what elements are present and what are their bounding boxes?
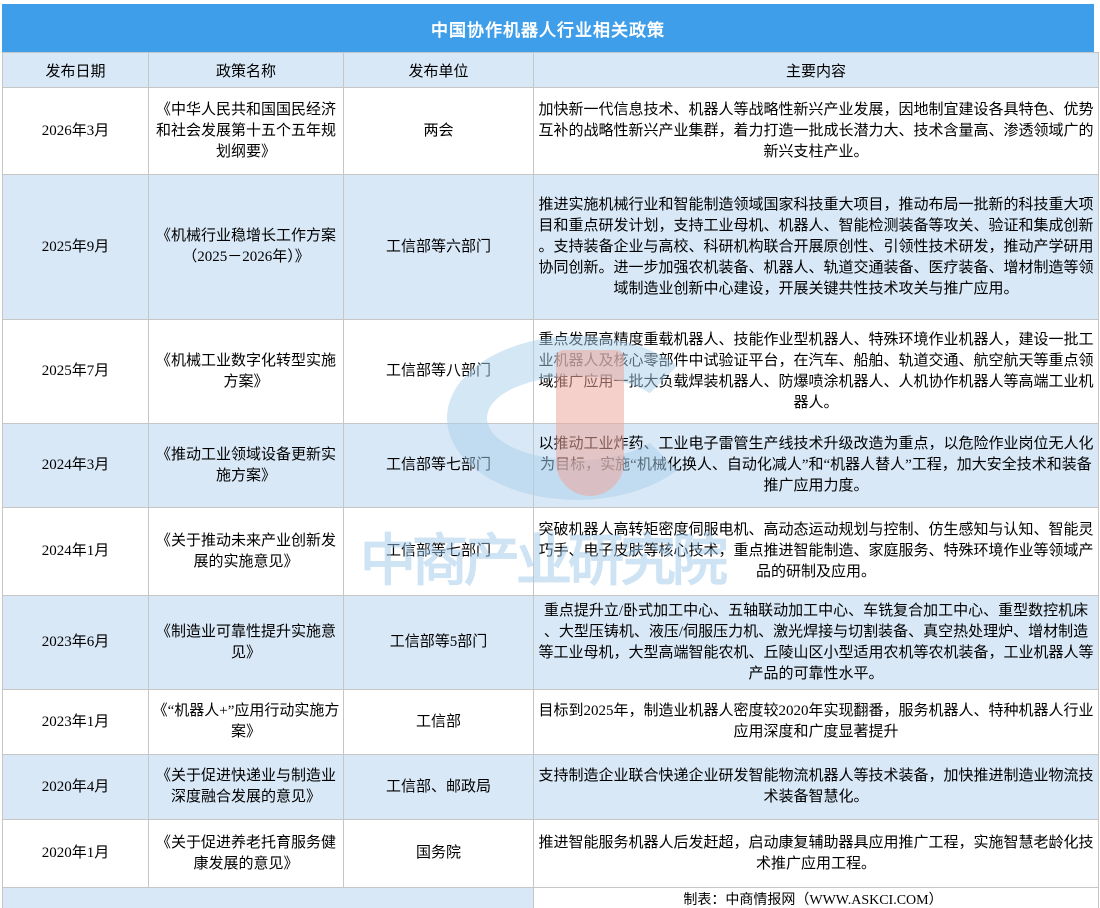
table-row: 2025年9月 《机械行业稳增长工作方案（2025－2026年）》 工信部等六部… — [2, 174, 1099, 320]
column-header-name: 政策名称 — [148, 52, 344, 88]
policy-date-cell: 2024年1月 — [2, 507, 149, 596]
table-row: 2023年1月 《“机器人+”应用行动实施方案》 工信部 目标到2025年，制造… — [2, 689, 1099, 755]
column-header-content: 主要内容 — [533, 52, 1099, 88]
issuing-unit-cell: 工信部等六部门 — [343, 174, 534, 320]
policy-name-cell: 《关于促进养老托育服务健康发展的意见》 — [148, 819, 344, 888]
policy-content-cell: 支持制造企业联合快递企业研发智能物流机器人等技术装备，加快推进制造业物流技术装备… — [533, 754, 1099, 820]
policy-name-cell: 《机械工业数字化转型实施方案》 — [148, 319, 344, 424]
issuing-unit-cell: 工信部 — [343, 689, 534, 755]
issuing-unit-cell: 两会 — [343, 87, 534, 175]
table-row: 2024年1月 《关于推动未来产业创新发展的实施意见》 工信部等七部门 突破机器… — [2, 507, 1099, 596]
table-row: 2020年4月 《关于促进快递业与制造业深度融合发展的意见》 工信部、邮政局 支… — [2, 754, 1099, 820]
policy-date-cell: 2025年7月 — [2, 319, 149, 424]
policy-content-cell: 重点发展高精度重载机器人、技能作业型机器人、特殊环境作业机器人，建设一批工业机器… — [533, 319, 1099, 424]
policy-name-cell: 《机械行业稳增长工作方案（2025－2026年）》 — [148, 174, 344, 320]
policy-content-cell: 目标到2025年，制造业机器人密度较2020年实现翻番，服务机器人、特种机器人行… — [533, 689, 1099, 755]
issuing-unit-cell: 工信部、邮政局 — [343, 754, 534, 820]
policy-name-cell: 《中华人民共和国国民经济和社会发展第十五个五年规划纲要》 — [148, 87, 344, 175]
issuing-unit-cell: 工信部等八部门 — [343, 319, 534, 424]
table-row: 2023年6月 《制造业可靠性提升实施意见》 工信部等5部门 重点提升立/卧式加… — [2, 595, 1099, 690]
credit-row: 制表：中商情报网（WWW.ASKCI.COM） — [2, 887, 1099, 908]
policy-content-cell: 以推动工业炸药、工业电子雷管生产线技术升级改造为重点，以危险作业岗位无人化为目标… — [533, 423, 1099, 508]
policy-content-cell: 推进智能服务机器人后发赶超，启动康复辅助器具应用推广工程，实施智慧老龄化技术推广… — [533, 819, 1099, 888]
policy-table: 发布日期 政策名称 发布单位 主要内容 2026年3月 《中华人民共和国国民经济… — [2, 52, 1099, 908]
table-row: 2026年3月 《中华人民共和国国民经济和社会发展第十五个五年规划纲要》 两会 … — [2, 87, 1099, 175]
issuing-unit-cell: 国务院 — [343, 819, 534, 888]
issuing-unit-cell: 工信部等七部门 — [343, 423, 534, 508]
policy-content-cell: 重点提升立/卧式加工中心、五轴联动加工中心、车铣复合加工中心、重型数控机床、大型… — [533, 595, 1099, 690]
policy-name-cell: 《制造业可靠性提升实施意见》 — [148, 595, 344, 690]
table-header-row: 发布日期 政策名称 发布单位 主要内容 — [2, 52, 1099, 88]
policy-date-cell: 2025年9月 — [2, 174, 149, 320]
table-title: 中国协作机器人行业相关政策 — [2, 4, 1094, 52]
table-row: 2020年1月 《关于促进养老托育服务健康发展的意见》 国务院 推进智能服务机器… — [2, 819, 1099, 888]
issuing-unit-cell: 工信部等七部门 — [343, 507, 534, 596]
policy-table-body: 2026年3月 《中华人民共和国国民经济和社会发展第十五个五年规划纲要》 两会 … — [2, 87, 1099, 888]
column-header-unit: 发布单位 — [343, 52, 534, 88]
policy-name-cell: 《关于推动未来产业创新发展的实施意见》 — [148, 507, 344, 596]
policy-content-cell: 推进实施机械行业和智能制造领域国家科技重大项目，推动布局一批新的科技重大项目和重… — [533, 174, 1099, 320]
footer-spacer — [2, 887, 534, 908]
policy-date-cell: 2020年4月 — [2, 754, 149, 820]
policy-name-cell: 《关于促进快递业与制造业深度融合发展的意见》 — [148, 754, 344, 820]
column-header-date: 发布日期 — [2, 52, 149, 88]
policy-name-cell: 《推动工业领域设备更新实施方案》 — [148, 423, 344, 508]
credit-note: 制表：中商情报网（WWW.ASKCI.COM） — [533, 887, 1099, 908]
policy-content-cell: 加快新一代信息技术、机器人等战略性新兴产业发展，因地制宜建设各具特色、优势互补的… — [533, 87, 1099, 175]
policy-date-cell: 2024年3月 — [2, 423, 149, 508]
table-row: 2024年3月 《推动工业领域设备更新实施方案》 工信部等七部门 以推动工业炸药… — [2, 423, 1099, 508]
policy-date-cell: 2026年3月 — [2, 87, 149, 175]
policy-date-cell: 2023年1月 — [2, 689, 149, 755]
table-row: 2025年7月 《机械工业数字化转型实施方案》 工信部等八部门 重点发展高精度重… — [2, 319, 1099, 424]
policy-name-cell: 《“机器人+”应用行动实施方案》 — [148, 689, 344, 755]
policy-date-cell: 2023年6月 — [2, 595, 149, 690]
policy-content-cell: 突破机器人高转矩密度伺服电机、高动态运动规划与控制、仿生感知与认知、智能灵巧手、… — [533, 507, 1099, 596]
policy-date-cell: 2020年1月 — [2, 819, 149, 888]
issuing-unit-cell: 工信部等5部门 — [343, 595, 534, 690]
